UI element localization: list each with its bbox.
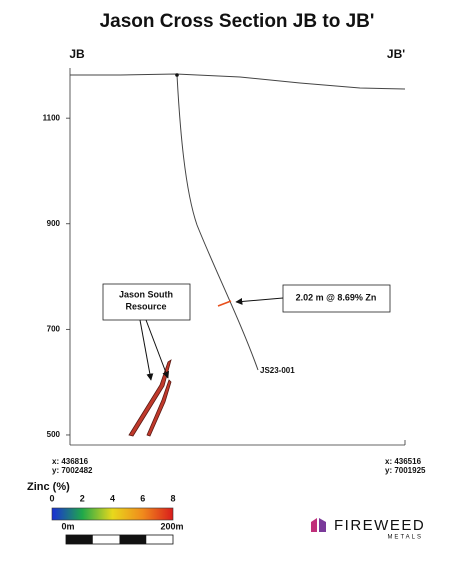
logo-name: FIREWEED <box>334 517 425 534</box>
drillhole-label: JS23-001 <box>260 366 295 375</box>
coordinate: y: 7002482 <box>52 466 93 475</box>
coordinate: y: 7001925 <box>385 466 426 475</box>
scale-bar-segment <box>119 535 147 544</box>
title: Jason Cross Section JB to JB' <box>100 11 375 32</box>
scale-bar-segment <box>66 535 93 544</box>
logo: FIREWEED METALS <box>311 517 425 541</box>
legend-tick-label: 8 <box>170 493 175 503</box>
arrow <box>235 297 284 305</box>
elevation-axis <box>69 68 406 446</box>
drillhole-trace <box>176 74 259 371</box>
tick-label: 1100 <box>43 113 61 122</box>
legend-tick-label: 4 <box>110 493 115 503</box>
scale-bar <box>65 534 174 545</box>
intercept <box>217 300 232 307</box>
scale-label: 200m <box>160 521 183 531</box>
collar <box>175 73 179 77</box>
arrow <box>145 319 170 379</box>
resource-text: Resource <box>125 301 166 311</box>
intercept-text: 2.02 m @ 8.69% Zn <box>296 292 377 302</box>
tick-label: 700 <box>47 324 61 333</box>
logo-subtitle: METALS <box>387 535 423 541</box>
section-end: JB <box>69 47 85 61</box>
tick-label: 500 <box>47 430 61 439</box>
resource-lens <box>146 379 172 437</box>
legend-tick-label: 2 <box>80 493 85 503</box>
tick-label: 900 <box>47 219 61 228</box>
resource-lens <box>128 359 172 437</box>
coordinate: x: 436516 <box>385 457 422 466</box>
legend-title: Zinc (%) <box>27 481 70 493</box>
section-end: JB' <box>387 47 405 61</box>
intercept-callout <box>282 284 391 313</box>
coordinate: x: 436816 <box>52 457 89 466</box>
resource-text: Jason South <box>119 289 173 299</box>
scale-label: 0m <box>61 521 74 531</box>
legend-tick-label: 6 <box>140 493 145 503</box>
resource-callout <box>102 283 191 321</box>
legend-tick-label: 0 <box>49 493 54 503</box>
logo-icon <box>311 518 317 532</box>
color-bar <box>51 507 174 521</box>
arrow <box>139 319 154 381</box>
logo-icon <box>319 518 326 532</box>
topography <box>70 73 406 90</box>
